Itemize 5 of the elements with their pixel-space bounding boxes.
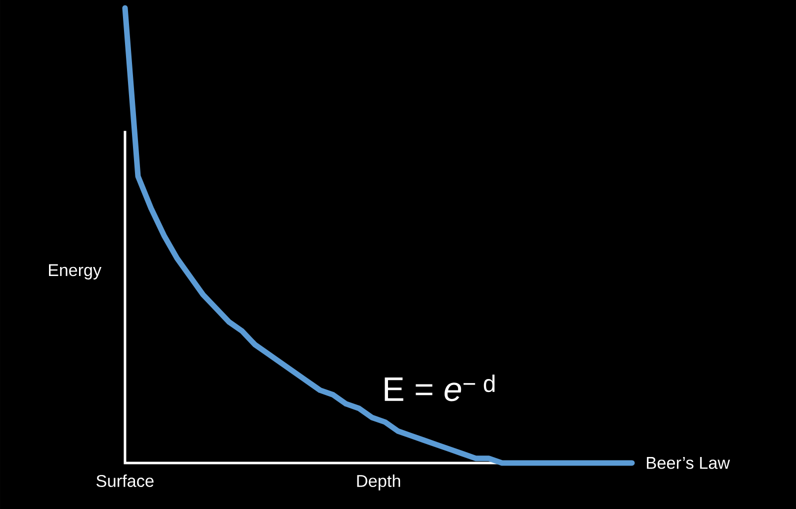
annotation: E = e$^{− d}$ <box>384 374 495 402</box>
x-axis-title: Depth <box>357 474 400 490</box>
text: Surface <box>96 474 154 487</box>
y-axis-title: Energy <box>49 264 102 280</box>
text: Beer’s Law <box>646 457 730 469</box>
